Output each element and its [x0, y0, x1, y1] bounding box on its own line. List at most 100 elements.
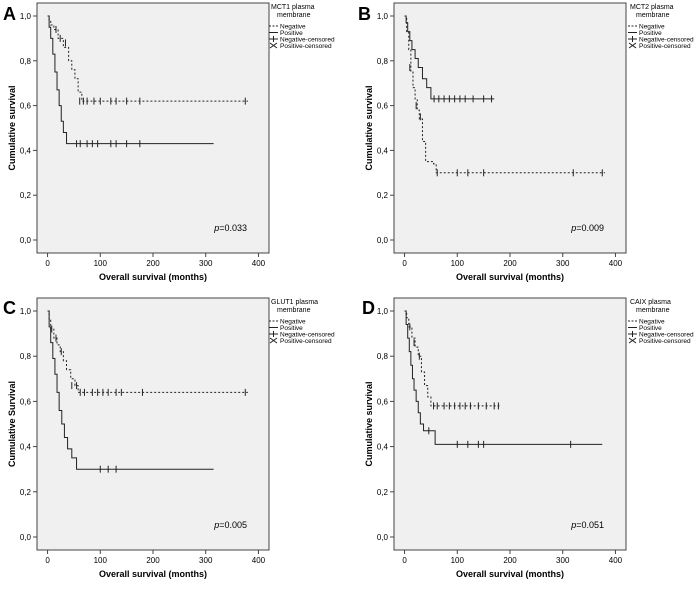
legend-swatch-censor-pos-b	[269, 337, 278, 344]
y-tick-label: 1,0	[20, 12, 32, 21]
y-tick-label: 0,2	[20, 191, 32, 200]
p-value-prefix: p	[213, 520, 219, 530]
legend-entry: Negative-censored	[280, 332, 335, 339]
y-tick-label: 0,6	[377, 102, 389, 111]
x-tick-label: 0	[45, 259, 50, 268]
km-curve-negative	[404, 310, 500, 407]
y-axis-label: Cumulative Survival	[7, 381, 17, 467]
x-tick-label: 100	[451, 259, 465, 268]
y-axis-label: Cumulative survival	[364, 85, 374, 170]
x-tick-label: 400	[252, 259, 266, 268]
legend-entry: Positive	[639, 30, 662, 37]
x-tick-label: 100	[94, 556, 108, 565]
km-curve-positive	[404, 15, 495, 100]
y-tick-label: 0,2	[377, 191, 389, 200]
x-tick-label: 300	[556, 556, 570, 565]
y-tick-label: 0,0	[20, 236, 32, 245]
legend-title: GLUT1 plasma	[271, 299, 318, 306]
x-tick-label: 200	[503, 556, 517, 565]
y-tick-label: 0,4	[377, 146, 389, 155]
legend-swatch-censor-pos-b	[628, 42, 637, 49]
y-tick-label: 0,8	[377, 57, 389, 66]
p-value-number: =0.005	[219, 520, 247, 530]
x-tick-label: 0	[402, 259, 407, 268]
legend-entry: Positive-censored	[639, 43, 691, 50]
legend-entry: Positive-censored	[639, 338, 691, 345]
y-tick-label: 0,2	[377, 488, 389, 497]
y-tick-label: 0,2	[20, 488, 32, 497]
km-curve-negative	[47, 15, 248, 102]
p-value: p=0.005	[213, 520, 247, 530]
km-curve-positive	[47, 310, 214, 470]
x-tick-label: 400	[609, 259, 623, 268]
legend-entry: Positive	[639, 325, 662, 332]
x-axis-label: Overall survival (months)	[456, 272, 564, 282]
legend-entry: Negative-censored	[639, 332, 694, 339]
x-axis-label: Overall survival (months)	[99, 272, 207, 282]
legend-title: membrane	[277, 307, 311, 314]
km-curve-positive	[404, 310, 603, 445]
legend-entry: Positive	[280, 325, 303, 332]
y-tick-label: 0,4	[20, 146, 32, 155]
x-tick-label: 0	[45, 556, 50, 565]
x-tick-label: 200	[146, 556, 160, 565]
y-tick-label: 0,8	[377, 352, 389, 361]
panel-letter: C	[3, 298, 16, 318]
x-tick-label: 400	[252, 556, 266, 565]
p-value-prefix: p	[213, 223, 219, 233]
km-curve-negative	[47, 310, 248, 393]
legend-entry: Positive-censored	[280, 43, 332, 50]
y-tick-label: 0,6	[20, 397, 32, 406]
panel-letter: B	[358, 4, 371, 24]
legend-swatch-censor-pos-b	[628, 337, 637, 344]
p-value-prefix: p	[570, 223, 576, 233]
y-tick-label: 0,4	[377, 443, 389, 452]
legend-swatch-censor-pos-b	[269, 42, 278, 49]
plot-area	[36, 297, 270, 551]
x-tick-label: 300	[199, 556, 213, 565]
plot-area	[36, 2, 270, 254]
y-tick-label: 1,0	[377, 307, 389, 316]
x-axis-label: Overall survival (months)	[456, 569, 564, 579]
p-value-number: =0.051	[576, 520, 604, 530]
y-axis-label: Cumulative survival	[364, 381, 374, 466]
km-panel-c: C 0,0 0,2 0,4 0,6 0,8 1,0 0 100 200 300 400 Overall …	[3, 297, 335, 579]
p-value-prefix: p	[570, 520, 576, 530]
km-panel-b: B 0,0 0,2 0,4 0,6 0,8 1,0 0 100 200 300 400 Overall …	[358, 2, 694, 282]
y-tick-label: 0,6	[377, 397, 389, 406]
legend-entry: Negative-censored	[639, 37, 694, 44]
km-curve-negative	[404, 15, 605, 174]
legend-entry: Negative	[280, 24, 306, 31]
legend-entry: Negative	[639, 319, 665, 326]
x-axis-label: Overall survival (months)	[99, 569, 207, 579]
p-value-number: =0.009	[576, 223, 604, 233]
legend-title: MCT2 plasma	[630, 4, 674, 11]
p-value-number: =0.033	[219, 223, 247, 233]
y-tick-label: 1,0	[20, 307, 32, 316]
x-tick-label: 300	[556, 259, 570, 268]
x-tick-label: 0	[402, 556, 407, 565]
legend-title: membrane	[636, 307, 670, 314]
x-tick-label: 100	[94, 259, 108, 268]
y-tick-label: 0,8	[20, 57, 32, 66]
legend-title: membrane	[277, 12, 311, 19]
y-tick-label: 0,8	[20, 352, 32, 361]
legend-title: membrane	[636, 12, 670, 19]
x-tick-label: 400	[609, 556, 623, 565]
x-tick-label: 300	[199, 259, 213, 268]
legend-entry: Positive	[280, 30, 303, 37]
p-value: p=0.033	[213, 223, 247, 233]
y-axis-label: Cumulative survival	[7, 85, 17, 170]
y-tick-label: 1,0	[377, 12, 389, 21]
plot-area	[393, 2, 627, 254]
p-value: p=0.051	[570, 520, 604, 530]
legend-entry: Positive-censored	[280, 338, 332, 345]
p-value: p=0.009	[570, 223, 604, 233]
x-tick-label: 100	[451, 556, 465, 565]
legend-entry: Negative	[639, 24, 665, 31]
km-curve-positive	[47, 15, 214, 145]
